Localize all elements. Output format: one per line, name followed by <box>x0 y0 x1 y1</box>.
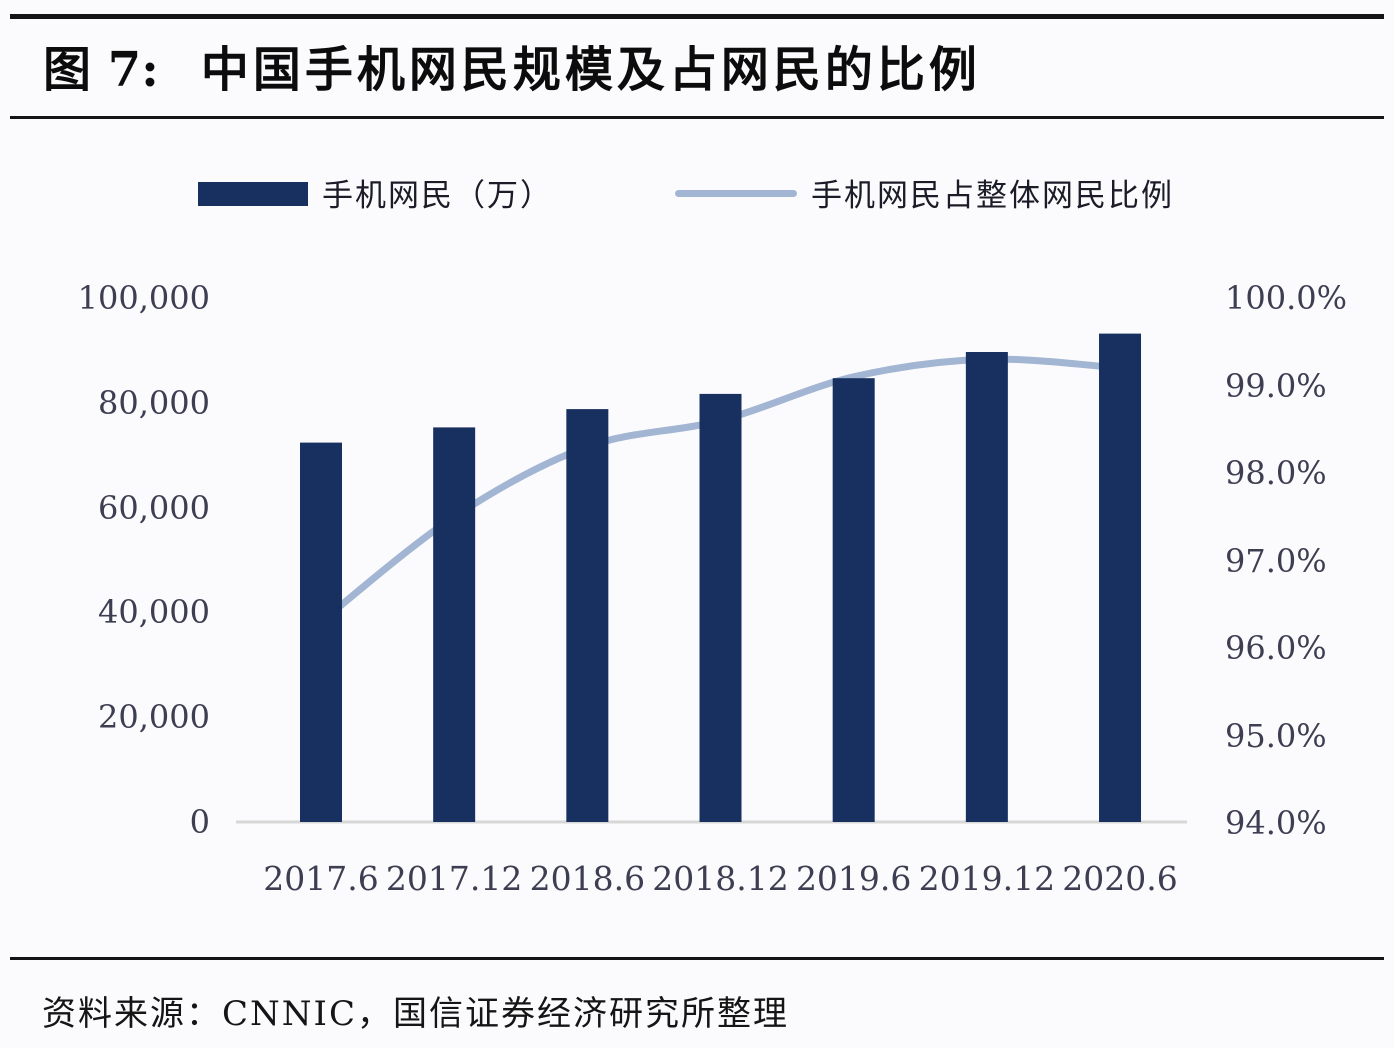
left-axis-tick-label: 80,000 <box>98 383 210 422</box>
bar-2017.12 <box>433 427 476 822</box>
left-axis-tick-label: 40,000 <box>98 593 210 632</box>
top-rule <box>10 14 1384 19</box>
title-divider-rule <box>10 116 1384 119</box>
bar-2019.6 <box>832 378 875 822</box>
right-axis-tick-label: 99.0% <box>1225 366 1327 405</box>
x-axis-category-label: 2017.12 <box>385 859 523 898</box>
x-axis-category-label: 2018.12 <box>652 859 789 898</box>
footer-rule <box>10 957 1384 960</box>
x-axis-category-label: 2019.6 <box>795 859 912 898</box>
left-axis-tick-label: 60,000 <box>98 488 210 527</box>
figure-title: 中国手机网民规模及占网民的比例 <box>200 42 981 98</box>
right-axis-tick-label: 100.0% <box>1225 279 1348 317</box>
figure-label: 图 7: <box>43 42 159 98</box>
bar-2020.6 <box>1099 333 1142 822</box>
right-axis-tick-label: 94.0% <box>1225 804 1327 842</box>
left-axis-tick-label: 0 <box>189 803 210 841</box>
x-axis-category-label: 2017.6 <box>263 859 379 898</box>
bar-2018.12 <box>699 393 742 822</box>
source-note: 资料来源：CNNIC，国信证券经济研究所整理 <box>42 994 789 1034</box>
left-axis-tick-label: 100,000 <box>77 279 210 317</box>
legend-item-bar-series: 手机网民（万） <box>198 170 553 215</box>
legend-item-line-series: 手机网民占整体网民比例 <box>675 170 1174 215</box>
right-axis-tick-label: 96.0% <box>1225 629 1327 667</box>
line-series-swatch-icon <box>675 190 797 197</box>
bar-series-swatch-icon <box>198 181 308 206</box>
x-axis-category-label: 2020.6 <box>1062 859 1178 898</box>
right-axis-tick-label: 98.0% <box>1225 454 1327 492</box>
legend-line-label: 手机网民占整体网民比例 <box>811 178 1174 214</box>
right-axis-tick-label: 97.0% <box>1225 541 1327 580</box>
chart-legend: 手机网民（万） 手机网民占整体网民比例 <box>0 170 1394 222</box>
bar-2017.6 <box>300 442 342 822</box>
right-axis-tick-label: 95.0% <box>1225 716 1327 755</box>
x-axis-category-label: 2018.6 <box>529 859 646 898</box>
x-axis-category-label: 2019.12 <box>918 859 1056 898</box>
bar-2019.12 <box>965 352 1008 822</box>
bar-2018.6 <box>566 409 609 822</box>
legend-bar-label: 手机网民（万） <box>322 178 553 214</box>
figure-title-row: 图 7: 中国手机网民规模及占网民的比例 <box>43 42 981 100</box>
left-axis-tick-label: 20,000 <box>98 698 210 737</box>
